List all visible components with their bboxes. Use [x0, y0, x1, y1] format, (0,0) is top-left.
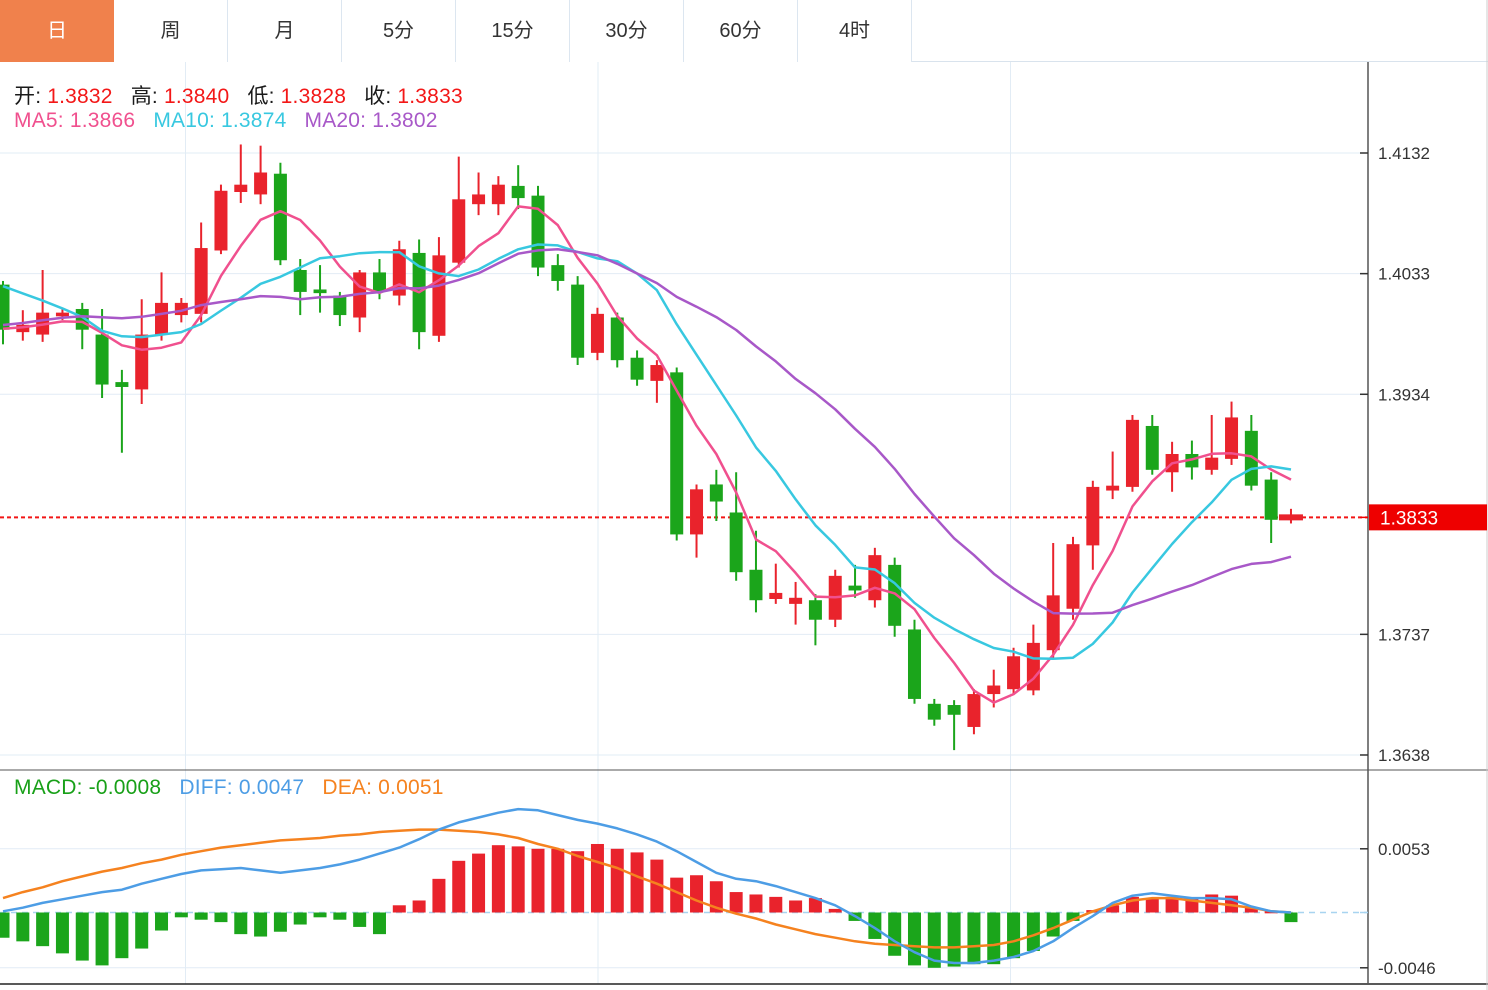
tab-60分[interactable]: 60分	[684, 0, 798, 62]
svg-text:1.3934: 1.3934	[1378, 385, 1430, 404]
ohlc-readout: 开: 1.3832 高: 1.3840 低: 1.3828 收: 1.3833	[14, 80, 475, 110]
diff-label: DIFF:	[179, 776, 233, 799]
macd-readout: MACD: -0.0008 DIFF: 0.0047 DEA: 0.0051	[14, 776, 456, 800]
open-label: 开:	[14, 85, 42, 108]
tab-30分[interactable]: 30分	[570, 0, 684, 62]
macd-value: -0.0008	[88, 776, 162, 799]
ma10-value: 1.3874	[221, 109, 287, 132]
high-label: 高:	[130, 85, 158, 108]
close-value: 1.3833	[397, 85, 463, 108]
tab-15分[interactable]: 15分	[456, 0, 570, 62]
tab-month[interactable]: 月	[228, 0, 342, 62]
tab-4时[interactable]: 4时	[798, 0, 912, 62]
macd-label: MACD:	[14, 776, 83, 799]
svg-text:1.3737: 1.3737	[1378, 625, 1430, 644]
dea-line	[2, 828, 1292, 949]
svg-text:0.0053: 0.0053	[1378, 840, 1430, 859]
close-label: 收:	[364, 85, 392, 108]
ma5-value: 1.3866	[69, 109, 136, 132]
ma20-label: MA20:	[304, 109, 367, 132]
tab-5分[interactable]: 5分	[342, 0, 456, 62]
svg-text:1.3833: 1.3833	[1380, 508, 1438, 529]
tab-day[interactable]: 日	[0, 0, 114, 62]
grid-lines	[0, 62, 1368, 984]
macd-lines	[2, 807, 1292, 965]
dea-value: 0.0051	[378, 776, 444, 799]
high-value: 1.3840	[163, 85, 230, 108]
ma10-line	[2, 243, 1292, 661]
current-price-tag: 1.3833	[1360, 504, 1487, 531]
candles	[0, 144, 1298, 751]
ma5-line	[2, 205, 1292, 704]
ma20-line	[2, 248, 1292, 615]
svg-text:1.3638: 1.3638	[1378, 746, 1430, 765]
last-price-marker	[1278, 514, 1303, 521]
axis-labels: 1.4132 1.4033 1.3934 1.3737 1.3638 0.0053 -0.0…	[1360, 144, 1436, 978]
tab-week[interactable]: 周	[114, 0, 228, 62]
low-label: 低:	[247, 85, 275, 108]
dea-label: DEA:	[322, 776, 373, 799]
timeframe-tabbar: 日周月 5分 15分 30分 60分 4时	[0, 0, 1488, 62]
ma10-label: MA10:	[153, 109, 216, 132]
open-value: 1.3832	[47, 85, 113, 108]
svg-text:1.4033: 1.4033	[1378, 265, 1430, 284]
ma20-value: 1.3802	[372, 109, 438, 132]
svg-text:1.4132: 1.4132	[1378, 144, 1430, 163]
svg-text:-0.0046: -0.0046	[1378, 959, 1436, 978]
ma-readout: MA5: 1.3866 MA10: 1.3874 MA20: 1.3802	[14, 109, 450, 133]
low-value: 1.3828	[280, 85, 347, 108]
ma5-label: MA5:	[14, 109, 64, 132]
diff-value: 0.0047	[238, 776, 305, 799]
diff-line	[2, 807, 1292, 965]
macd-histogram	[0, 843, 1298, 968]
